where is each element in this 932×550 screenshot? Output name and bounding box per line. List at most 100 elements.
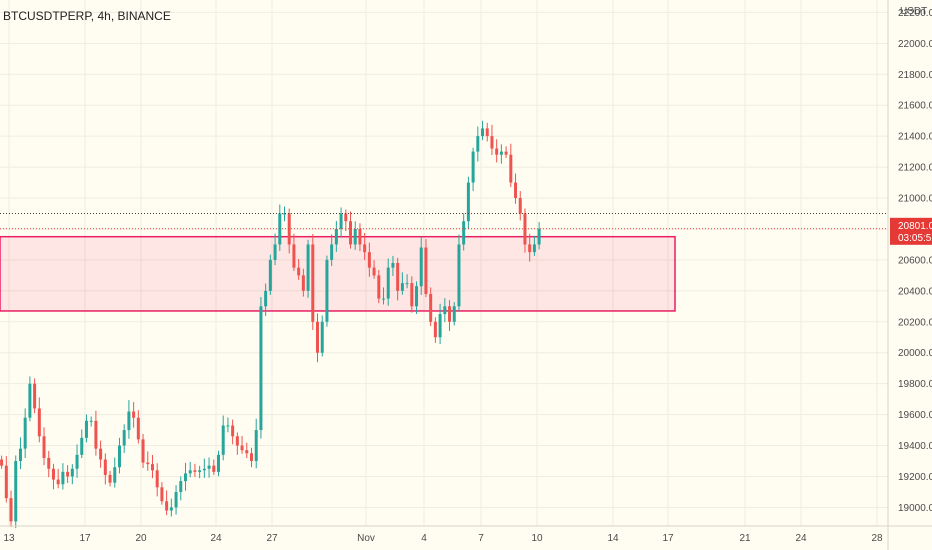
y-tick-label: 20000.0 xyxy=(898,348,932,359)
candle xyxy=(254,418,258,469)
candle-body xyxy=(443,306,447,315)
candle xyxy=(127,400,131,439)
candle-body xyxy=(344,213,348,222)
candle-body xyxy=(259,306,263,431)
candle xyxy=(221,415,225,461)
candle xyxy=(462,213,466,251)
candle-body xyxy=(504,151,508,155)
candle-body xyxy=(320,321,324,353)
candle xyxy=(452,302,456,326)
y-tick-label: 22200.0 xyxy=(898,8,932,19)
candle-body xyxy=(405,283,409,285)
zone-box[interactable] xyxy=(0,235,676,312)
candle xyxy=(207,457,211,478)
candle-body xyxy=(18,448,22,462)
candle-body xyxy=(174,491,178,508)
candle-body xyxy=(216,454,220,472)
candle-body xyxy=(495,148,499,155)
candle-body xyxy=(89,420,93,422)
candle-body xyxy=(396,263,400,291)
x-tick-label: 7 xyxy=(478,533,484,544)
candle xyxy=(61,463,65,490)
candle xyxy=(18,437,22,470)
candle xyxy=(259,297,263,439)
candle-body xyxy=(202,468,206,471)
candle-body xyxy=(415,286,419,307)
zone-layer xyxy=(0,235,676,312)
candle-body xyxy=(334,228,338,245)
candle-body xyxy=(23,417,27,449)
candle xyxy=(358,223,362,252)
candle xyxy=(47,450,51,478)
y-tick-label: 19800.0 xyxy=(898,379,932,390)
x-tick-label: 17 xyxy=(79,533,91,544)
candle-body xyxy=(66,471,70,477)
candle-body xyxy=(537,228,541,245)
candle-body xyxy=(212,465,216,472)
candle xyxy=(499,144,503,164)
candle xyxy=(146,451,150,471)
candle xyxy=(301,268,305,297)
candle-body xyxy=(438,314,442,338)
candle xyxy=(226,417,230,433)
x-tick-label: 17 xyxy=(662,533,674,544)
x-tick-label: Nov xyxy=(357,533,375,544)
candle xyxy=(245,442,249,459)
candle xyxy=(316,313,320,363)
candle xyxy=(410,276,414,313)
candle xyxy=(476,126,480,162)
candle xyxy=(367,242,371,277)
candle-body xyxy=(499,151,503,155)
candle-body xyxy=(33,383,37,409)
candle xyxy=(325,255,329,327)
candle xyxy=(504,146,508,158)
candle-body xyxy=(514,182,518,199)
candle xyxy=(377,269,381,304)
candle xyxy=(117,437,121,474)
candle xyxy=(216,450,220,477)
candle xyxy=(193,463,197,477)
x-axis: 13 17 20 24 27 Nov 4 7 10 14 17 21 24 28 xyxy=(3,533,883,544)
candle xyxy=(89,416,93,427)
candle-body xyxy=(462,221,466,245)
candle-body xyxy=(136,417,140,440)
candle-body xyxy=(268,259,272,291)
candle xyxy=(396,257,400,301)
x-tick-label: 28 xyxy=(871,533,883,544)
x-tick-label: 21 xyxy=(739,533,751,544)
candle xyxy=(51,463,55,490)
candle xyxy=(160,482,164,505)
candle-body xyxy=(108,474,112,483)
candle-body xyxy=(103,459,107,475)
candle-body xyxy=(226,425,230,427)
candle xyxy=(400,272,404,295)
y-tick-label: 21800.0 xyxy=(898,70,932,81)
candle-body xyxy=(532,244,536,253)
y-tick-label: 19000.0 xyxy=(898,503,932,514)
candle xyxy=(0,455,4,469)
y-tick-label: 21000.0 xyxy=(898,194,932,205)
candle xyxy=(273,233,277,266)
candle-body xyxy=(452,306,456,322)
candle-body xyxy=(316,321,320,353)
candle-body xyxy=(518,198,522,214)
candle-body xyxy=(297,267,301,276)
candle-body xyxy=(485,128,489,137)
candle-body xyxy=(283,213,286,215)
candle xyxy=(537,222,541,250)
candle-body xyxy=(301,275,305,291)
candle-body xyxy=(84,420,88,438)
candle-body xyxy=(382,298,386,300)
candle xyxy=(386,258,390,306)
candle xyxy=(56,468,60,489)
candle xyxy=(287,208,291,254)
candle xyxy=(495,139,499,163)
candle xyxy=(433,317,437,343)
candle xyxy=(514,173,518,204)
candle-body xyxy=(249,453,253,462)
candle-body xyxy=(80,437,84,455)
candle xyxy=(391,255,395,276)
